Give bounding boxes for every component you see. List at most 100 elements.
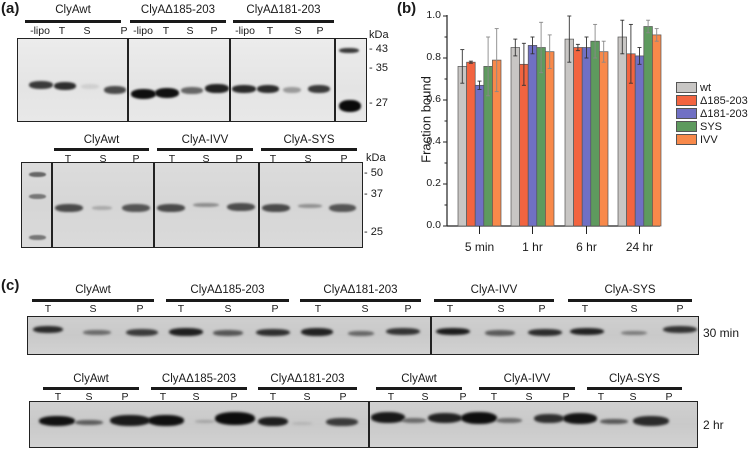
- gel-band: [215, 412, 255, 425]
- lane-label: -lipo: [30, 25, 50, 37]
- legend-item: Δ181-203: [676, 107, 748, 120]
- legend-item: IVV: [676, 133, 748, 146]
- x-tick-label: 5 min: [464, 240, 495, 254]
- bar: [510, 47, 520, 227]
- marker-35: - 35: [369, 62, 388, 74]
- gel-band: [496, 418, 522, 423]
- panel-c-30min-gel: [27, 316, 699, 355]
- gel-band: [258, 417, 288, 426]
- lane-label: S: [186, 25, 194, 37]
- lane-label: S: [421, 391, 429, 403]
- x-tick-label: 6 hr: [576, 240, 597, 254]
- lane-label: P: [316, 25, 324, 37]
- bar: [643, 26, 653, 227]
- legend-item: Δ185-203: [676, 94, 748, 107]
- group-underline: [25, 20, 121, 23]
- bar: [457, 66, 467, 227]
- lane-label: S: [83, 25, 91, 37]
- gel-band: [126, 329, 158, 336]
- lane-label: T: [387, 391, 395, 403]
- lane-label: T: [314, 303, 322, 315]
- gel-band: [371, 412, 405, 423]
- gel-band: [169, 328, 203, 336]
- legend-label: Δ181-203: [700, 107, 748, 120]
- group-underline: [54, 148, 149, 151]
- lane-label: S: [629, 391, 637, 403]
- x-tick-label: 1 hr: [522, 240, 543, 254]
- y-tick-label: 0.8: [426, 51, 441, 63]
- group-title: ClyA-SYS: [283, 134, 335, 146]
- group-underline: [258, 387, 357, 390]
- lane-label: P: [120, 25, 128, 37]
- marker-25: - 25: [364, 226, 383, 238]
- gel-band: [633, 416, 669, 426]
- lane-label: S: [224, 303, 232, 315]
- group-title: ClyA-SYS: [604, 284, 656, 296]
- group-underline: [587, 387, 682, 390]
- lane-label: T: [177, 303, 185, 315]
- lane-label: T: [58, 25, 66, 37]
- group-underline: [261, 148, 357, 151]
- gel-band: [402, 418, 426, 423]
- lane-label: T: [168, 153, 176, 165]
- panel-c-label: (c): [1, 277, 20, 294]
- legend-item: wt: [676, 81, 748, 94]
- lane-label: T: [162, 25, 170, 37]
- y-tick-label: 0.2: [426, 177, 441, 189]
- group-title: ClyAΔ181-203: [246, 4, 321, 16]
- lane-label: T: [64, 153, 72, 165]
- gel-band: [621, 331, 647, 335]
- group-underline: [32, 299, 154, 302]
- group-title: ClyAwt: [83, 134, 120, 146]
- lane-label: T: [159, 391, 167, 403]
- lane-label: P: [676, 303, 684, 315]
- bar: [581, 47, 592, 227]
- lane-label: S: [89, 303, 97, 315]
- legend-label: SYS: [700, 120, 723, 133]
- lane-label: S: [630, 303, 638, 315]
- gel-band: [256, 329, 290, 336]
- gel-band: [83, 330, 111, 335]
- lane-label: P: [562, 391, 570, 403]
- gel-band: [663, 326, 697, 333]
- lane-label: T: [269, 153, 277, 165]
- group-underline: [157, 148, 253, 151]
- panel-a-bottom-gel: [21, 162, 363, 248]
- group-title: ClyAwt: [401, 373, 437, 385]
- chart-legend: wt Δ185-203 Δ181-203 SYS IVV: [676, 81, 748, 146]
- gel-band: [33, 326, 63, 333]
- legend-label: wt: [700, 81, 711, 94]
- lane-label: S: [294, 25, 302, 37]
- group-underline: [233, 20, 334, 23]
- lane-label: P: [665, 391, 673, 403]
- group-title: ClyAwt: [75, 284, 111, 296]
- legend-item: SYS: [676, 120, 748, 133]
- lane-label: -lipo: [235, 25, 255, 37]
- lane-label: P: [121, 391, 129, 403]
- lane-label: P: [132, 153, 140, 165]
- lane-label: P: [340, 153, 348, 165]
- panel-a-label: (a): [1, 0, 20, 17]
- panel-c-2hr-gel: [29, 401, 698, 448]
- gel-band: [326, 418, 358, 426]
- lane-label: P: [271, 303, 279, 315]
- y-tick-label: 0.0: [426, 219, 441, 231]
- time-label-2hr: 2 hr: [703, 418, 724, 432]
- gel-band: [292, 422, 312, 425]
- group-title: ClyA-IVV: [181, 134, 229, 146]
- lane-label: T: [269, 391, 277, 403]
- bar: [599, 51, 609, 227]
- panel-a-top-gel: [17, 38, 367, 122]
- gel-band: [348, 331, 374, 336]
- group-title: ClyAΔ181-203: [323, 284, 398, 296]
- lane-label: S: [525, 391, 533, 403]
- x-tick-label: 24 hr: [625, 240, 654, 254]
- legend-label: Δ185-203: [700, 94, 748, 107]
- gel-band: [534, 414, 564, 423]
- bar: [545, 51, 555, 227]
- bar: [634, 55, 645, 227]
- lane-label: T: [54, 391, 62, 403]
- group-title: ClyAΔ181-203: [270, 373, 345, 385]
- marker-43: - 43: [369, 43, 388, 55]
- gel-band: [148, 415, 184, 426]
